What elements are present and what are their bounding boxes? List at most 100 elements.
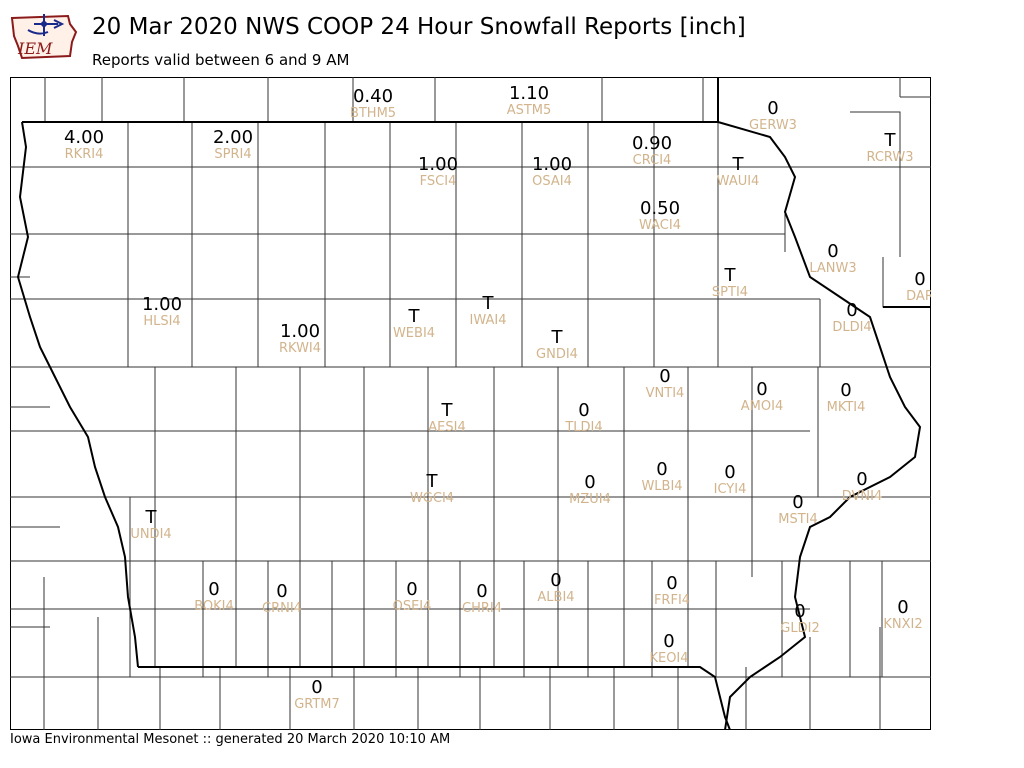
snowfall-value: 0 [406, 579, 417, 600]
station-id-label: DAR [906, 289, 931, 304]
station-id-label: RKRI4 [65, 147, 104, 162]
iowa-west-border [16, 121, 139, 668]
station-id-label: DLDI4 [832, 320, 871, 335]
page-title: 20 Mar 2020 NWS COOP 24 Hour Snowfall Re… [92, 14, 746, 40]
station-id-label: SPTI4 [712, 285, 748, 300]
snowfall-value: 1.00 [418, 154, 458, 175]
map-frame [10, 77, 931, 730]
snowfall-value: 0 [550, 570, 561, 591]
snowfall-value: 1.00 [280, 321, 320, 342]
logo-text: IEM [17, 39, 53, 58]
state-boundaries [16, 77, 931, 730]
station-id-label: GNDI4 [536, 347, 578, 362]
station-id-label: OSEI4 [393, 599, 432, 614]
snowfall-value: T [145, 507, 158, 528]
station-id-label: KNXI2 [883, 617, 922, 632]
station-id-label: TLDI4 [564, 420, 602, 435]
snowfall-value: 0.40 [353, 86, 393, 107]
station-id-label: MZUI4 [569, 492, 611, 507]
snowfall-value: 0 [666, 573, 677, 594]
station-id-label: AMOI4 [741, 399, 783, 414]
mississippi-river [717, 121, 922, 730]
station-id-label: IWAI4 [470, 313, 507, 328]
station-id-label: GLDI2 [780, 621, 819, 636]
snowfall-value: 0 [311, 677, 322, 698]
snowfall-value: T [408, 306, 421, 327]
station-id-label: OSAI4 [532, 174, 572, 189]
snowfall-value: T [441, 400, 454, 421]
snowfall-value: 0 [476, 581, 487, 602]
station-id-label: GRTM7 [294, 697, 340, 712]
snowfall-value: 0 [756, 379, 767, 400]
page-subtitle: Reports valid between 6 and 9 AM [92, 51, 350, 69]
station-id-label: GERW3 [749, 118, 797, 133]
station-id-label: BTHM5 [350, 106, 396, 121]
snowfall-value: 1.00 [142, 294, 182, 315]
snowfall-value: 0 [584, 472, 595, 493]
station-id-label: SPRI4 [214, 147, 251, 162]
station-id-label: MSTI4 [778, 512, 818, 527]
snowfall-value: 1.00 [532, 154, 572, 175]
snowfall-value: 0 [792, 492, 803, 513]
footer-credit: Iowa Environmental Mesonet :: generated … [10, 732, 451, 747]
station-id-label: FRFI4 [654, 593, 690, 608]
snowfall-value: 2.00 [213, 127, 253, 148]
snowfall-value: 0.90 [632, 133, 672, 154]
snowfall-value: 0 [578, 400, 589, 421]
station-id-label: CRNI4 [262, 601, 302, 616]
snowfall-value: T [426, 471, 439, 492]
station-id-label: WAUI4 [717, 174, 760, 189]
iowa-outline-icon [10, 14, 78, 60]
snowfall-value: 0 [663, 631, 674, 652]
snowfall-value: 0 [767, 98, 778, 119]
snowfall-value: 0 [276, 581, 287, 602]
snowfall-value: 0.50 [640, 198, 680, 219]
snowfall-value: T [482, 293, 495, 314]
snowfall-value: 0 [897, 597, 908, 618]
station-id-label: WEBI4 [393, 326, 435, 341]
snowfall-value: 0 [724, 462, 735, 483]
station-id-label: RCRW3 [866, 150, 913, 165]
station-id-label: FSCI4 [420, 174, 457, 189]
snowfall-value: T [732, 154, 745, 175]
snowfall-value: 0 [840, 380, 851, 401]
snowfall-value: 0 [659, 366, 670, 387]
